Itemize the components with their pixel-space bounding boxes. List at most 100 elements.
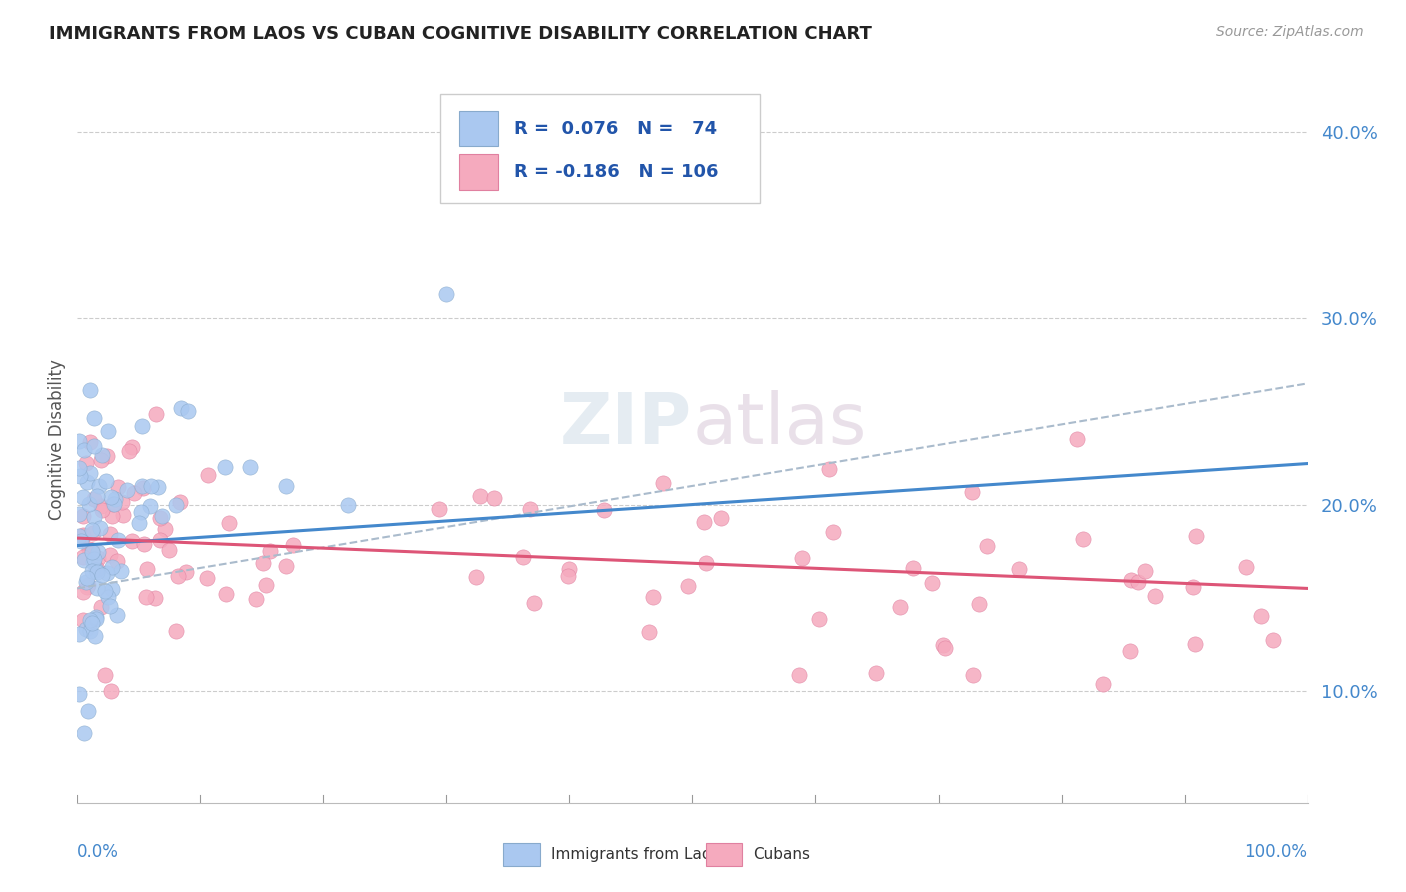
Point — [143, 591, 166, 606]
Point — [921, 576, 943, 591]
Point — [67, 529, 90, 543]
Point — [901, 560, 924, 574]
Point — [79, 624, 101, 639]
Point — [1184, 637, 1206, 651]
Point — [512, 549, 534, 564]
Point — [83, 551, 105, 566]
Point — [67, 507, 90, 521]
Point — [91, 503, 114, 517]
Point — [436, 287, 458, 301]
Point — [77, 577, 100, 591]
Point — [148, 480, 170, 494]
Point — [82, 523, 104, 537]
Point — [107, 480, 129, 494]
Point — [132, 481, 155, 495]
Point — [195, 571, 218, 585]
Point — [790, 551, 813, 566]
Point — [80, 616, 103, 631]
Point — [87, 551, 110, 566]
Point — [1135, 564, 1157, 578]
Point — [72, 528, 94, 542]
Point — [72, 613, 94, 627]
Text: Source: ZipAtlas.com: Source: ZipAtlas.com — [1216, 25, 1364, 39]
Point — [104, 491, 127, 506]
Point — [72, 550, 94, 565]
Point — [215, 587, 238, 601]
Point — [97, 590, 120, 604]
Point — [818, 462, 841, 476]
Point — [651, 476, 673, 491]
Point — [283, 538, 305, 552]
Point — [865, 666, 887, 681]
Text: R = -0.186   N = 106: R = -0.186 N = 106 — [515, 163, 718, 181]
Point — [1181, 581, 1204, 595]
Point — [155, 522, 177, 536]
Point — [70, 534, 93, 549]
Point — [934, 640, 956, 655]
Point — [239, 460, 262, 475]
Point — [165, 624, 187, 639]
Point — [145, 407, 167, 421]
Point — [1250, 609, 1272, 624]
Point — [149, 511, 172, 525]
Point — [1066, 432, 1088, 446]
Point — [967, 597, 990, 611]
Point — [823, 525, 845, 540]
Point — [76, 571, 98, 585]
Point — [83, 492, 105, 507]
Point — [592, 503, 614, 517]
Text: 100.0%: 100.0% — [1244, 843, 1308, 861]
Point — [638, 624, 661, 639]
Point — [79, 466, 101, 480]
Point — [252, 556, 274, 570]
Point — [1119, 643, 1142, 657]
Point — [135, 562, 157, 576]
Point — [84, 612, 107, 626]
Point — [932, 638, 955, 652]
Point — [82, 564, 104, 578]
Point — [100, 684, 122, 698]
Point — [82, 543, 104, 558]
Point — [96, 566, 118, 581]
Point — [128, 516, 150, 531]
Point — [75, 622, 97, 636]
Point — [83, 510, 105, 524]
Point — [97, 425, 120, 439]
Point — [91, 448, 114, 462]
Point — [259, 544, 281, 558]
Point — [76, 580, 98, 594]
Point — [79, 383, 101, 397]
Point — [101, 497, 124, 511]
Point — [134, 537, 156, 551]
Point — [115, 483, 138, 498]
Point — [107, 533, 129, 547]
Point — [83, 629, 105, 643]
Point — [83, 439, 105, 453]
Point — [523, 596, 546, 610]
Point — [177, 404, 200, 418]
Point — [1128, 575, 1150, 590]
Point — [110, 564, 132, 578]
Point — [110, 495, 132, 509]
Point — [82, 526, 104, 541]
Text: atlas: atlas — [693, 391, 868, 459]
Point — [67, 627, 90, 641]
Point — [169, 401, 191, 415]
Point — [962, 484, 984, 499]
Point — [427, 502, 450, 516]
Point — [76, 704, 98, 718]
Point — [86, 581, 108, 595]
Point — [82, 555, 104, 569]
Point — [94, 667, 117, 681]
Point — [245, 592, 267, 607]
Point — [103, 497, 125, 511]
Point — [1092, 677, 1115, 691]
Point — [69, 434, 91, 449]
Text: R =  0.076   N =   74: R = 0.076 N = 74 — [515, 120, 717, 137]
Point — [72, 529, 94, 543]
Text: IMMIGRANTS FROM LAOS VS CUBAN COGNITIVE DISABILITY CORRELATION CHART: IMMIGRANTS FROM LAOS VS CUBAN COGNITIVE … — [49, 25, 872, 43]
Point — [86, 562, 108, 576]
Point — [157, 543, 180, 558]
Point — [558, 562, 581, 576]
Point — [67, 687, 90, 701]
